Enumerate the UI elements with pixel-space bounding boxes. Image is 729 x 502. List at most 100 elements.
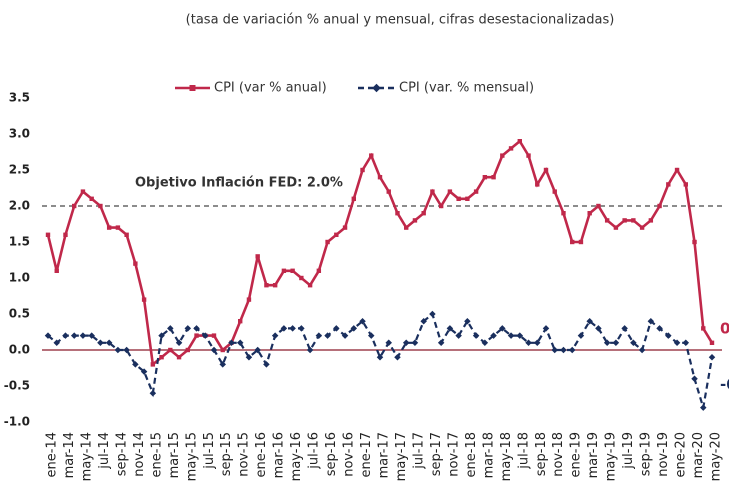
- x-tick-label: sep-16: [324, 432, 339, 476]
- point-marker: [404, 225, 409, 230]
- x-tick-label: jul-16: [307, 432, 322, 470]
- point-marker: [280, 325, 288, 332]
- point-marker: [603, 339, 611, 347]
- point-marker: [70, 332, 78, 339]
- point-marker: [149, 389, 157, 397]
- point-marker: [508, 146, 514, 151]
- x-tick-label: may-19: [604, 432, 619, 481]
- point-marker: [491, 175, 496, 180]
- x-tick-label: may-20: [709, 432, 724, 481]
- point-marker: [80, 189, 86, 194]
- x-tick-label: may-18: [499, 432, 514, 481]
- point-marker: [325, 239, 330, 245]
- point-marker: [402, 339, 410, 347]
- x-tick-label: mar-19: [586, 432, 601, 478]
- x-tick-label: ene-15: [149, 432, 164, 477]
- x-tick-label: sep-17: [429, 432, 444, 476]
- point-marker: [333, 325, 340, 332]
- point-marker: [159, 355, 164, 360]
- point-marker: [158, 332, 165, 339]
- x-tick-label: may-15: [184, 432, 199, 481]
- point-marker: [674, 167, 680, 173]
- point-marker: [211, 333, 217, 338]
- point-marker: [105, 339, 113, 347]
- point-marker: [72, 203, 77, 209]
- y-tick-label: 2.0: [9, 199, 30, 213]
- y-tick-label: 0.5: [9, 307, 30, 321]
- point-marker: [542, 325, 550, 332]
- y-tick-label: 1.5: [9, 235, 30, 249]
- point-marker: [290, 268, 295, 273]
- point-marker: [481, 339, 489, 347]
- point-marker: [447, 189, 453, 194]
- y-tick-label: 3.0: [9, 127, 30, 141]
- x-tick-label: ene-20: [674, 432, 689, 477]
- point-marker: [595, 325, 602, 332]
- x-tick-label: nov-18: [551, 432, 566, 477]
- point-marker: [62, 332, 69, 339]
- point-marker: [692, 239, 697, 245]
- point-marker: [368, 332, 375, 339]
- point-marker: [446, 325, 454, 332]
- point-marker: [648, 218, 654, 223]
- x-tick-label: jul-14: [97, 432, 112, 470]
- point-marker: [438, 203, 444, 209]
- point-marker: [621, 325, 628, 332]
- point-marker: [341, 332, 349, 339]
- point-marker: [168, 347, 173, 353]
- point-marker: [412, 218, 418, 223]
- point-marker: [342, 225, 348, 230]
- point-marker: [54, 268, 59, 273]
- x-tick-label: mar-18: [481, 432, 496, 478]
- point-marker: [245, 353, 253, 361]
- point-marker: [133, 261, 138, 266]
- point-marker: [98, 203, 103, 209]
- point-marker: [622, 218, 627, 223]
- x-tick-label: mar-20: [691, 432, 706, 478]
- y-tick-label: -1.0: [4, 415, 30, 429]
- point-marker: [430, 189, 435, 194]
- point-marker: [351, 196, 356, 201]
- x-tick-label: jul-19: [621, 432, 636, 470]
- point-marker: [281, 268, 287, 273]
- point-marker: [691, 375, 698, 383]
- x-tick-label: jul-18: [516, 432, 531, 470]
- point-marker: [411, 339, 419, 347]
- point-marker: [568, 346, 576, 354]
- point-marker: [220, 347, 225, 353]
- x-tick-label: nov-17: [446, 432, 461, 477]
- point-marker: [271, 332, 279, 339]
- point-marker: [578, 239, 584, 245]
- point-marker: [526, 153, 531, 158]
- point-marker: [525, 339, 532, 347]
- point-marker: [124, 232, 129, 237]
- point-marker: [106, 225, 112, 230]
- point-marker: [708, 353, 716, 361]
- point-marker: [395, 211, 400, 216]
- point-marker: [682, 339, 690, 347]
- point-marker: [586, 317, 593, 325]
- y-tick-label: -0.5: [4, 379, 30, 393]
- point-marker: [202, 332, 209, 339]
- legend-label: CPI (var % anual): [214, 81, 327, 96]
- point-marker: [394, 353, 401, 361]
- point-marker: [534, 339, 541, 347]
- x-tick-label: mar-17: [377, 432, 392, 478]
- point-marker: [570, 239, 575, 245]
- point-marker: [613, 225, 619, 230]
- point-marker: [639, 225, 645, 230]
- point-marker: [472, 332, 480, 339]
- point-marker: [360, 167, 365, 173]
- y-tick-label: 0.0: [9, 343, 30, 357]
- point-marker: [185, 347, 190, 353]
- point-marker: [324, 332, 331, 339]
- x-tick-label: sep-15: [219, 432, 234, 476]
- x-tick-label: ene-18: [464, 432, 479, 477]
- point-marker: [264, 283, 269, 288]
- point-marker: [132, 361, 139, 368]
- point-marker: [150, 362, 156, 367]
- point-marker: [176, 355, 182, 360]
- point-marker: [89, 196, 94, 201]
- x-tick-label: ene-16: [254, 432, 269, 477]
